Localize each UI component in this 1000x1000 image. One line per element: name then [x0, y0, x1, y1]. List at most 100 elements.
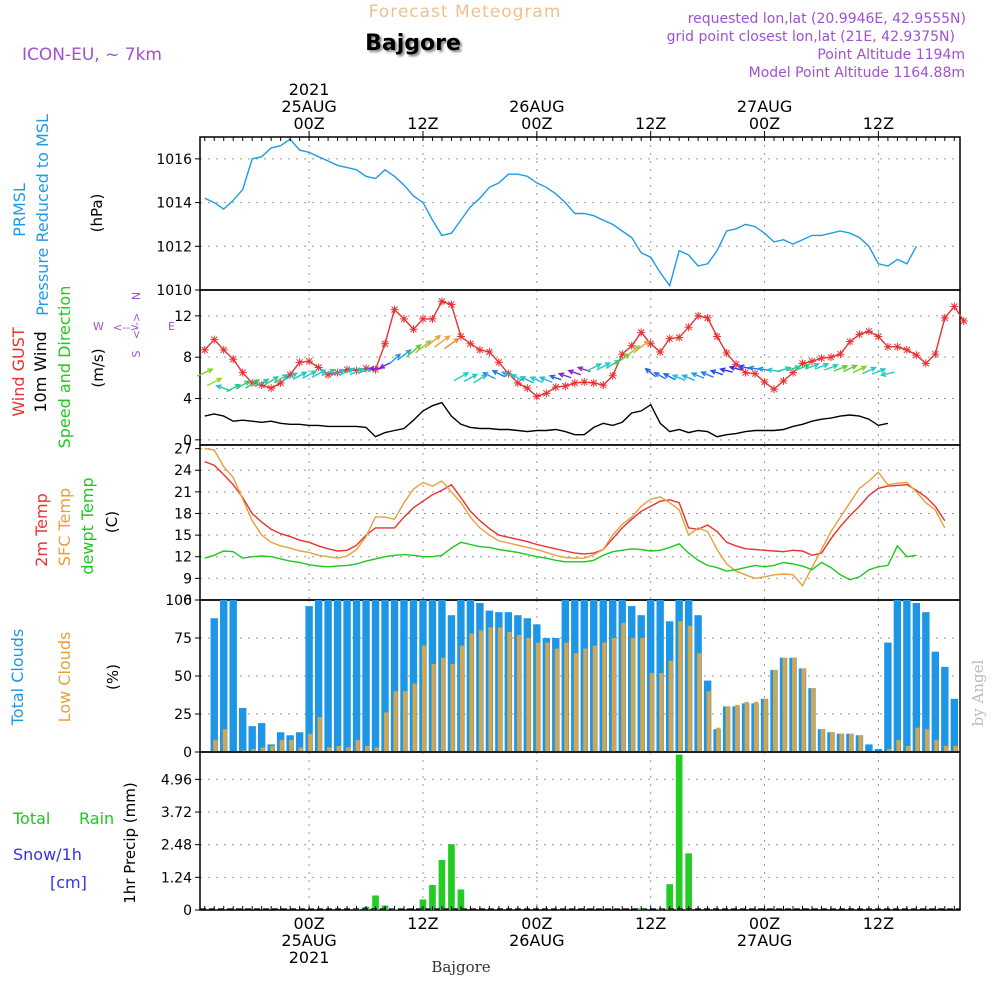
total-clouds-bar — [238, 707, 247, 752]
time-label-top: 27AUG — [737, 97, 792, 116]
gust-marker — [656, 348, 665, 356]
10m-wind-line — [204, 401, 889, 438]
low-clouds-bar — [839, 733, 844, 752]
low-clouds-bar — [801, 668, 806, 752]
total-rain-bar — [666, 884, 673, 910]
location-title: Bajgore — [365, 31, 461, 56]
wind-direction-arrow — [824, 363, 839, 371]
gust-marker — [532, 392, 541, 401]
low-clouds-bar — [602, 642, 607, 752]
wind10-label: 10m Wind — [31, 331, 50, 412]
total-clouds-bar — [941, 666, 949, 752]
low-clouds-bar — [374, 747, 379, 752]
low-clouds-bar — [535, 642, 541, 752]
gust-marker — [912, 351, 921, 360]
panel-frame — [199, 751, 961, 911]
y-tick-label: 2.48 — [161, 838, 192, 854]
wind-direction-arrow — [264, 376, 280, 386]
low-clouds-bar — [735, 704, 740, 752]
gust-marker — [675, 333, 684, 342]
wind-direction-arrow — [719, 367, 733, 373]
wind-direction-arrow — [529, 376, 544, 384]
wind-labels: Wind GUST 10m Wind Speed and Direction (… — [9, 286, 175, 449]
gust-marker — [295, 358, 304, 367]
gust-marker — [950, 302, 959, 311]
gust-marker — [864, 327, 873, 336]
gust-marker — [238, 368, 247, 377]
gust-marker — [931, 350, 940, 359]
low-clouds-bar — [421, 645, 427, 752]
low-clouds-bar — [412, 683, 417, 752]
time-label-bottom: 00Z — [749, 914, 780, 933]
wind-direction-arrow — [871, 368, 887, 375]
low-clouds-bar — [934, 739, 939, 752]
gust-marker — [713, 332, 722, 341]
gust-marker — [893, 342, 902, 351]
gust-marker — [684, 323, 693, 332]
low-clouds-bar — [431, 663, 436, 752]
compass-e: E — [168, 320, 175, 333]
temp-unit: (C) — [103, 511, 121, 533]
low-clouds-bar — [678, 621, 683, 752]
2m-temp-line — [204, 460, 946, 557]
wind-direction-arrow — [491, 369, 506, 378]
meteogram-title: Forecast Meteogram — [369, 2, 562, 22]
total-clouds-bar — [381, 600, 389, 752]
low-clouds-bar — [744, 701, 749, 752]
total-rain-bar — [438, 859, 446, 910]
wind-direction-arrow — [388, 353, 402, 365]
total-clouds-bar — [400, 600, 408, 752]
wind-direction-label: Speed and Direction — [55, 286, 74, 449]
total-clouds-bar — [912, 603, 921, 752]
gust-marker — [267, 384, 276, 393]
wind-direction-arrow — [852, 365, 868, 374]
wind-direction-arrow — [349, 367, 365, 376]
footer-location: Bajgore — [431, 958, 490, 976]
clouds-panel: 0 25 50 75 100 — [165, 593, 961, 761]
low-clouds-bar — [630, 638, 635, 752]
y-tick-label: 9 — [183, 571, 192, 587]
model-label: ICON-EU, ~ 7km — [22, 45, 162, 65]
compass-arrows-h: <--> — [113, 321, 139, 334]
low-clouds-bar — [402, 691, 408, 752]
total-clouds-bar — [409, 600, 418, 752]
precipitation-panel: 0 1.24 2.48 3.72 4.96 — [161, 751, 961, 919]
y-tick-label: 4 — [183, 392, 192, 408]
low-clouds-bar — [668, 660, 673, 752]
low-clouds-bar — [346, 747, 351, 752]
gust-marker — [362, 364, 371, 373]
low-clouds-bar — [459, 645, 465, 752]
total-clouds-bar — [352, 600, 361, 752]
gust-marker — [371, 365, 380, 374]
low-clouds-bar — [820, 729, 825, 752]
wind-direction-arrow — [330, 368, 346, 377]
total-clouds-bar — [220, 600, 228, 752]
low-clouds-bar — [554, 648, 560, 752]
low-clouds-bar — [251, 748, 256, 752]
wind-direction-arrow — [196, 368, 214, 377]
total-clouds-bar — [324, 600, 332, 752]
gust-marker — [608, 371, 617, 380]
wind-direction-arrow — [814, 362, 830, 370]
pressure-unit: (hPa) — [88, 194, 106, 233]
gust-marker — [447, 300, 456, 309]
wind-direction-arrow — [795, 363, 811, 371]
total-clouds-bar — [229, 600, 237, 752]
wind-unit: (m/s) — [89, 348, 107, 387]
low-clouds-bar — [905, 745, 911, 752]
total-clouds-bar — [390, 600, 399, 752]
time-label-bottom: 00Z — [521, 914, 552, 933]
time-label-top: 12Z — [635, 114, 666, 133]
wind-direction-arrow — [557, 372, 572, 379]
wind-direction-arrow — [206, 377, 223, 387]
precip-unit: 1hr Precip (mm) — [121, 782, 139, 903]
compass-icon: N S W E <--> <--> — [93, 292, 175, 358]
total-clouds-bar — [333, 600, 342, 752]
total-rain-bar — [448, 844, 455, 910]
low-clouds-bar — [478, 630, 484, 752]
wind-direction-arrow — [653, 371, 667, 380]
wind-direction-arrow — [662, 373, 676, 381]
low-clouds-bar — [773, 669, 778, 752]
low-clouds-bar — [497, 627, 503, 752]
gust-marker — [219, 345, 228, 354]
